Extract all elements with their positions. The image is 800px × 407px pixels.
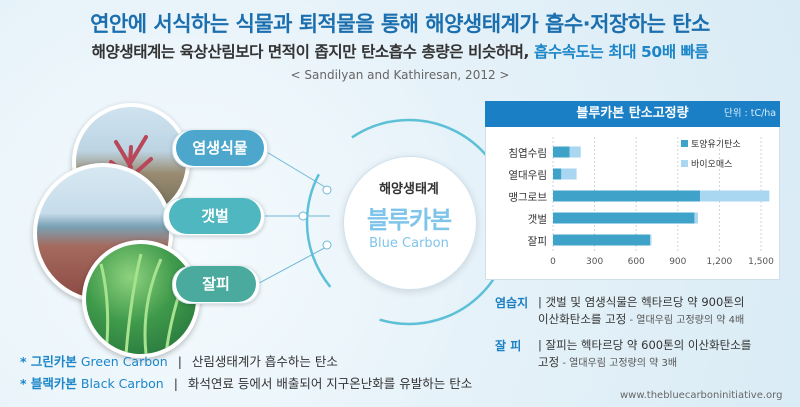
legend-swatch: [681, 160, 688, 167]
bar-soil: [553, 234, 651, 246]
connector-seagrass: [249, 244, 331, 289]
note-small-2: - 열대우림 고정량의 약 3배: [559, 358, 678, 369]
pill-seagrass: 잘피: [176, 266, 256, 302]
center-label-big: 블루카본: [366, 206, 452, 234]
pill-salt-marsh: 염생식물: [176, 130, 264, 166]
note-text-1: | 갯벌 및 염생식물은 헥타르당 약 900톤의 이산화탄소를 고정 - 열대우…: [538, 295, 745, 326]
bar-biomass: [699, 190, 770, 202]
x-tick-label: 300: [586, 257, 603, 267]
bar-soil: [553, 168, 562, 180]
footnote-marker-1: * 그린카본: [20, 354, 77, 369]
chart-unit: 단위 : tC/ha: [724, 108, 777, 119]
notes-box: 염습지 | 갯벌 및 염생식물은 헥타르당 약 900톤의 이산화탄소를 고정 -…: [485, 287, 780, 369]
footnote-desc-2: 화석연료 등에서 배출되어 지구온난화를 유발하는 탄소: [187, 376, 473, 391]
legend-swatch: [681, 140, 688, 147]
bar-soil: [553, 146, 570, 158]
footnote-desc-1: 산림생태계가 흡수하는 탄소: [191, 354, 338, 369]
connector-salt-marsh: [259, 147, 331, 191]
footnote-en-2: Black Carbon: [80, 376, 164, 391]
category-label: 갯벌: [528, 214, 547, 226]
bar-soil: [553, 212, 695, 224]
note-line1-1: 갯벌 및 염생식물은 헥타르당 약 900톤의: [545, 295, 745, 309]
x-tick-label: 0: [550, 257, 556, 267]
page-subtitle: 해양생태계는 육상산림보다 면적이 좁지만 탄소흡수 총량은 비슷하며, 흡수속…: [0, 40, 800, 62]
footnote-marker-2: * 블랙카본: [20, 376, 77, 391]
footnote-green-carbon: * 그린카본 Green Carbon | 산림생태계가 흡수하는 탄소: [20, 351, 338, 370]
bar-soil: [553, 190, 700, 202]
note-line2-1: 이산화탄소를 고정: [538, 312, 627, 326]
footnote-sep-2: |: [173, 376, 178, 391]
category-label: 열대우림: [508, 170, 547, 182]
page-title: 연안에 서식하는 식물과 퇴적물을 통해 해양생태계가 흡수·저장하는 탄소: [90, 12, 710, 36]
center-label-small: 해양생태계: [379, 182, 439, 197]
subtitle-main: 해양생태계는 육상산림보다 면적이 좁지만 탄소흡수 총량은 비슷하며,: [91, 43, 530, 61]
blue-carbon-center: [343, 156, 477, 290]
footnote-black-carbon: * 블랙카본 Black Carbon | 화석연료 등에서 배출되어 지구온난…: [20, 373, 472, 392]
legend-label: 토양유기탄소: [691, 139, 741, 150]
note-line1-2: 잘피는 헥타르당 약 600톤의 이산화탄소를: [545, 338, 752, 352]
bar-biomass: [569, 146, 581, 158]
category-label: 침엽수림: [508, 148, 547, 160]
seagrass-blades-icon: [99, 253, 188, 354]
footnote-en-1: Green Carbon: [80, 354, 168, 369]
x-tick-label: 900: [669, 257, 686, 267]
note-label-1: 염습지: [495, 296, 529, 310]
node-dot: [322, 185, 332, 195]
x-tick-label: 1,200: [707, 257, 733, 267]
footnote-sep-1: |: [177, 354, 182, 369]
citation: < Sandilyan and Kathiresan, 2012 >: [290, 68, 510, 82]
subtitle-highlight: 흡수속도는 최대 50배 빠름: [534, 43, 709, 61]
chart-title: 블루카본 탄소고정량: [576, 106, 689, 121]
note-line2-2: 고정: [538, 355, 560, 369]
source-url: www.thebluecarboninitiative.org: [620, 390, 783, 401]
bar-biomass: [650, 234, 652, 246]
x-tick-label: 600: [628, 257, 645, 267]
center-label-english: Blue Carbon: [369, 236, 449, 251]
bar-biomass: [694, 212, 698, 224]
bar-biomass: [561, 168, 577, 180]
legend-label: 바이오매스: [691, 159, 732, 170]
note-small-1: - 열대우림 고정량의 약 4배: [626, 315, 745, 326]
node-dot: [322, 240, 332, 250]
pill-tidal-flat: 갯벌: [169, 198, 261, 234]
category-label: 맹그로브: [508, 192, 547, 204]
note-label-2: 잘 피: [495, 339, 522, 353]
x-tick-label: 1,500: [748, 257, 774, 267]
node-dot: [298, 211, 308, 221]
chart-panel-header: [485, 101, 780, 127]
category-label: 잘피: [528, 236, 547, 248]
note-text-2: | 잘피는 헥타르당 약 600톤의 이산화탄소를 고정 - 열대우림 고정량의 …: [538, 338, 752, 369]
